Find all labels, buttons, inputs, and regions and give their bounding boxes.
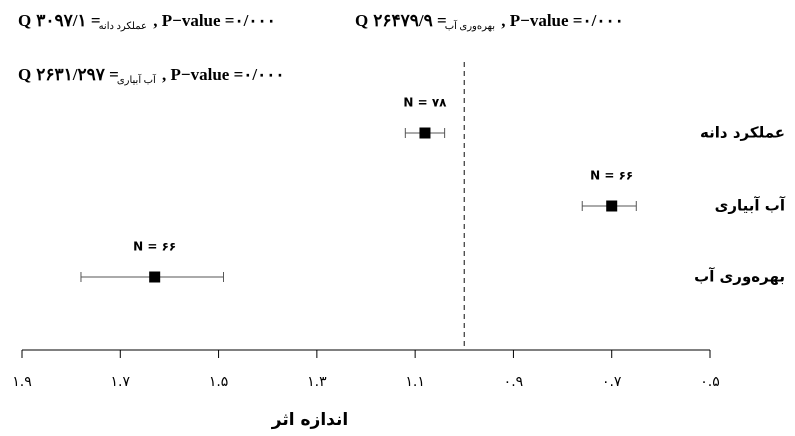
q-text: = ۳۰۹۷/۱ , P−value =۰/۰۰۰ [36,11,276,30]
x-tick-label: ۰.۷ [602,374,622,390]
q-symbol: Q [18,11,31,30]
x-axis-title: اندازه اثر [271,410,348,430]
x-tick-label: ۱.۳ [307,374,327,390]
x-tick-label: ۱.۷ [111,374,131,390]
q-statistic: Q عملکرد دانه= ۳۰۹۷/۱ , P−value =۰/۰۰۰ [18,11,276,32]
q-subscript: آب آبیاری [117,73,157,86]
x-tick-label: ۱.۱ [405,374,425,390]
q-subscript: عملکرد دانه [99,21,147,32]
x-tick-label: ۱.۵ [209,374,229,390]
x-tick-label: ۰.۵ [700,374,720,390]
q-symbol: Q [18,65,31,84]
category-label: آب آبیاری [715,197,786,215]
point-estimate [606,200,618,212]
q-statistic: Q بهره‌وری آب= ۲۶۴۷۹/۹ , P−value =۰/۰۰۰ [355,11,624,32]
q-text: = ۲۶۴۷۹/۹ , P−value =۰/۰۰۰ [373,11,624,30]
q-text: = ۲۶۳۱/۲۹۷ , P−value =۰/۰۰۰ [36,65,284,84]
q-symbol: Q [355,11,368,30]
n-label: N = ۷۸ [403,96,447,110]
q-subscript: بهره‌وری آب [445,19,495,32]
n-label: N = ۶۶ [133,240,176,254]
point-estimate [149,271,161,283]
point-estimate [419,127,431,139]
x-tick-label: ۱.۹ [12,374,32,390]
category-label: بهره‌وری آب [694,268,785,286]
x-tick-label: ۰.۹ [504,374,524,390]
q-statistic: Q آب آبیاری= ۲۶۳۱/۲۹۷ , P−value =۰/۰۰۰ [18,65,285,86]
category-label: عملکرد دانه [700,124,785,142]
n-label: N = ۶۶ [590,169,633,183]
